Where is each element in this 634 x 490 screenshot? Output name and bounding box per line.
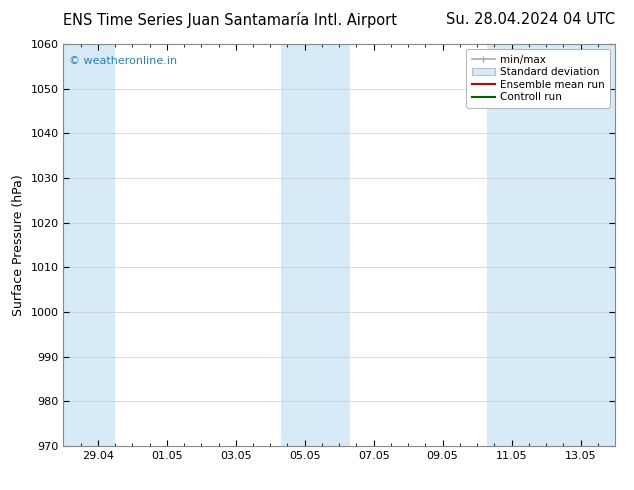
Legend: min/max, Standard deviation, Ensemble mean run, Controll run: min/max, Standard deviation, Ensemble me…: [467, 49, 610, 107]
Bar: [488, 44, 615, 446]
Text: © weatheronline.in: © weatheronline.in: [69, 56, 177, 66]
Text: ENS Time Series Juan Santamaría Intl. Airport: ENS Time Series Juan Santamaría Intl. Ai…: [63, 12, 398, 28]
Bar: [63, 44, 115, 446]
Text: Su. 28.04.2024 04 UTC: Su. 28.04.2024 04 UTC: [446, 12, 615, 27]
Y-axis label: Surface Pressure (hPa): Surface Pressure (hPa): [12, 174, 25, 316]
Bar: [281, 44, 349, 446]
